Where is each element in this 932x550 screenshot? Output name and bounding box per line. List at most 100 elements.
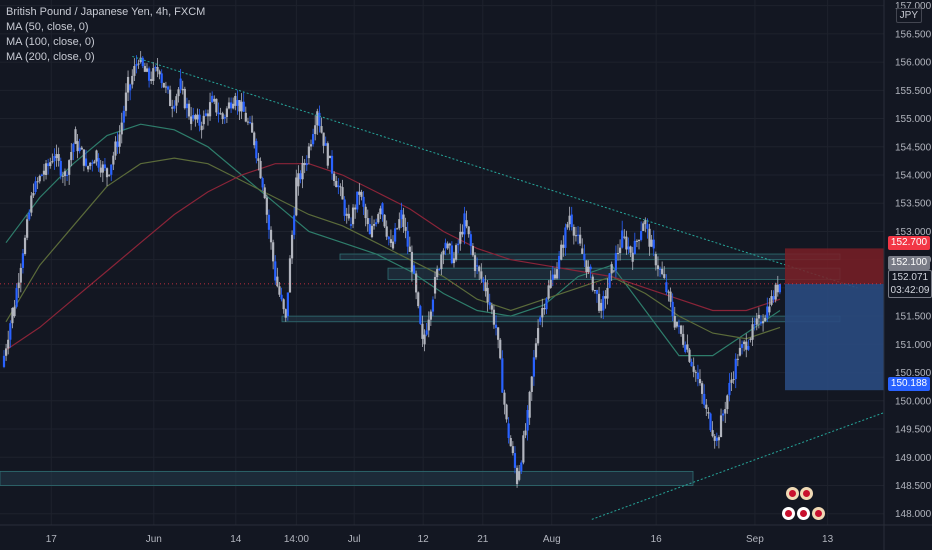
- candle-body: [137, 63, 140, 65]
- price-tick-label: 151.500: [895, 312, 932, 323]
- moving-averages: [5, 123, 781, 357]
- ma-50-label[interactable]: MA (50, close, 0): [6, 21, 89, 33]
- time-tick-label: Sep: [746, 534, 764, 545]
- candle-body: [272, 242, 275, 262]
- candle-body: [141, 57, 144, 67]
- candle-body: [663, 274, 666, 278]
- candle-body: [215, 98, 218, 113]
- candle-body: [444, 242, 447, 249]
- candle-body: [356, 191, 359, 210]
- time-tick-label: Aug: [543, 534, 561, 545]
- target-price-tag: 150.188: [888, 377, 930, 391]
- candle-body: [698, 379, 702, 384]
- candle-body: [362, 196, 365, 207]
- candle-body: [387, 236, 390, 240]
- candle-body: [499, 339, 502, 359]
- candle-body: [259, 160, 262, 179]
- candle-body: [251, 122, 254, 133]
- jp-flag-icon[interactable]: [797, 507, 810, 520]
- candle-body: [642, 223, 645, 231]
- candle-body: [152, 68, 155, 81]
- candle-body: [454, 245, 458, 260]
- candle-body: [497, 327, 500, 340]
- candle-body: [417, 292, 420, 307]
- candle-body: [410, 251, 414, 272]
- candle-body: [404, 226, 407, 231]
- candle-body: [328, 155, 332, 159]
- price-tick-label: 150.000: [895, 396, 932, 407]
- candle-body: [59, 160, 62, 176]
- candle-body: [11, 307, 14, 324]
- uk-flag-icon[interactable]: [812, 507, 825, 520]
- candle-body: [129, 84, 132, 91]
- ma-line-2: [5, 163, 781, 351]
- candle-body: [267, 214, 271, 230]
- symbol-title[interactable]: British Pound / Japanese Yen, 4h, FXCM: [6, 6, 206, 18]
- candle-body: [26, 219, 29, 238]
- price-tick-label: 155.000: [895, 114, 932, 125]
- candle-body: [452, 258, 456, 264]
- candle-body: [360, 191, 363, 197]
- candle-body: [562, 244, 565, 248]
- candle-body: [440, 254, 443, 270]
- uk-flag-icon[interactable]: [800, 487, 813, 500]
- time-tick-label: Jul: [348, 534, 361, 545]
- candlestick-series: [2, 51, 781, 488]
- candle-body: [427, 319, 430, 331]
- sr-zone: [0, 470, 694, 486]
- candle-body: [480, 271, 483, 279]
- candle-body: [488, 302, 491, 306]
- candle-body: [318, 112, 321, 127]
- candle-body: [265, 197, 268, 215]
- candle-body: [17, 282, 20, 289]
- candle-body: [478, 266, 481, 272]
- candle-body: [32, 192, 35, 196]
- candle-body: [658, 268, 662, 270]
- candle-body: [221, 113, 224, 120]
- candle-body: [522, 435, 525, 463]
- uk-flag-icon[interactable]: [786, 487, 799, 500]
- candle-body: [202, 115, 205, 125]
- candle-body: [335, 181, 338, 188]
- candle-body: [589, 266, 592, 270]
- candle-body: [463, 213, 466, 235]
- candle-body: [326, 143, 329, 166]
- candle-body: [40, 174, 43, 176]
- candle-body: [320, 126, 323, 133]
- candle-body: [173, 105, 176, 109]
- candle-body: [560, 244, 563, 260]
- candle-body: [511, 446, 514, 454]
- currency-label[interactable]: JPY: [895, 8, 922, 23]
- candle-body: [49, 162, 52, 167]
- candle-body: [311, 134, 315, 145]
- candle-body: [711, 430, 714, 437]
- candle-body: [122, 110, 125, 123]
- ma-200-label[interactable]: MA (200, close, 0): [6, 51, 95, 63]
- candle-body: [2, 355, 6, 367]
- candle-body: [95, 150, 98, 162]
- candle-body: [473, 255, 477, 272]
- candle-body: [652, 239, 655, 249]
- candle-body: [269, 229, 273, 243]
- ma-100-label[interactable]: MA (100, close, 0): [6, 36, 95, 48]
- candle-body: [471, 245, 475, 256]
- candle-body: [614, 253, 617, 271]
- candle-body: [396, 228, 399, 230]
- candle-body: [469, 234, 472, 246]
- price-tick-label: 156.000: [895, 58, 932, 69]
- candle-body: [656, 265, 660, 270]
- jp-flag-icon[interactable]: [782, 507, 795, 520]
- candle-body: [211, 95, 214, 103]
- time-tick-label: Jun: [146, 534, 162, 545]
- position-tool[interactable]: [0, 248, 884, 391]
- candle-body: [637, 239, 641, 242]
- time-axis[interactable]: 17 Jun 14 14:00 Jul 12 21 Aug 16 Sep 13: [0, 524, 932, 545]
- candle-body: [51, 161, 54, 163]
- candle-body: [690, 361, 693, 367]
- candle-body: [459, 231, 462, 244]
- candle-body: [583, 253, 586, 261]
- candle-body: [667, 291, 670, 293]
- candle-body: [587, 266, 590, 273]
- candle-body: [337, 185, 340, 188]
